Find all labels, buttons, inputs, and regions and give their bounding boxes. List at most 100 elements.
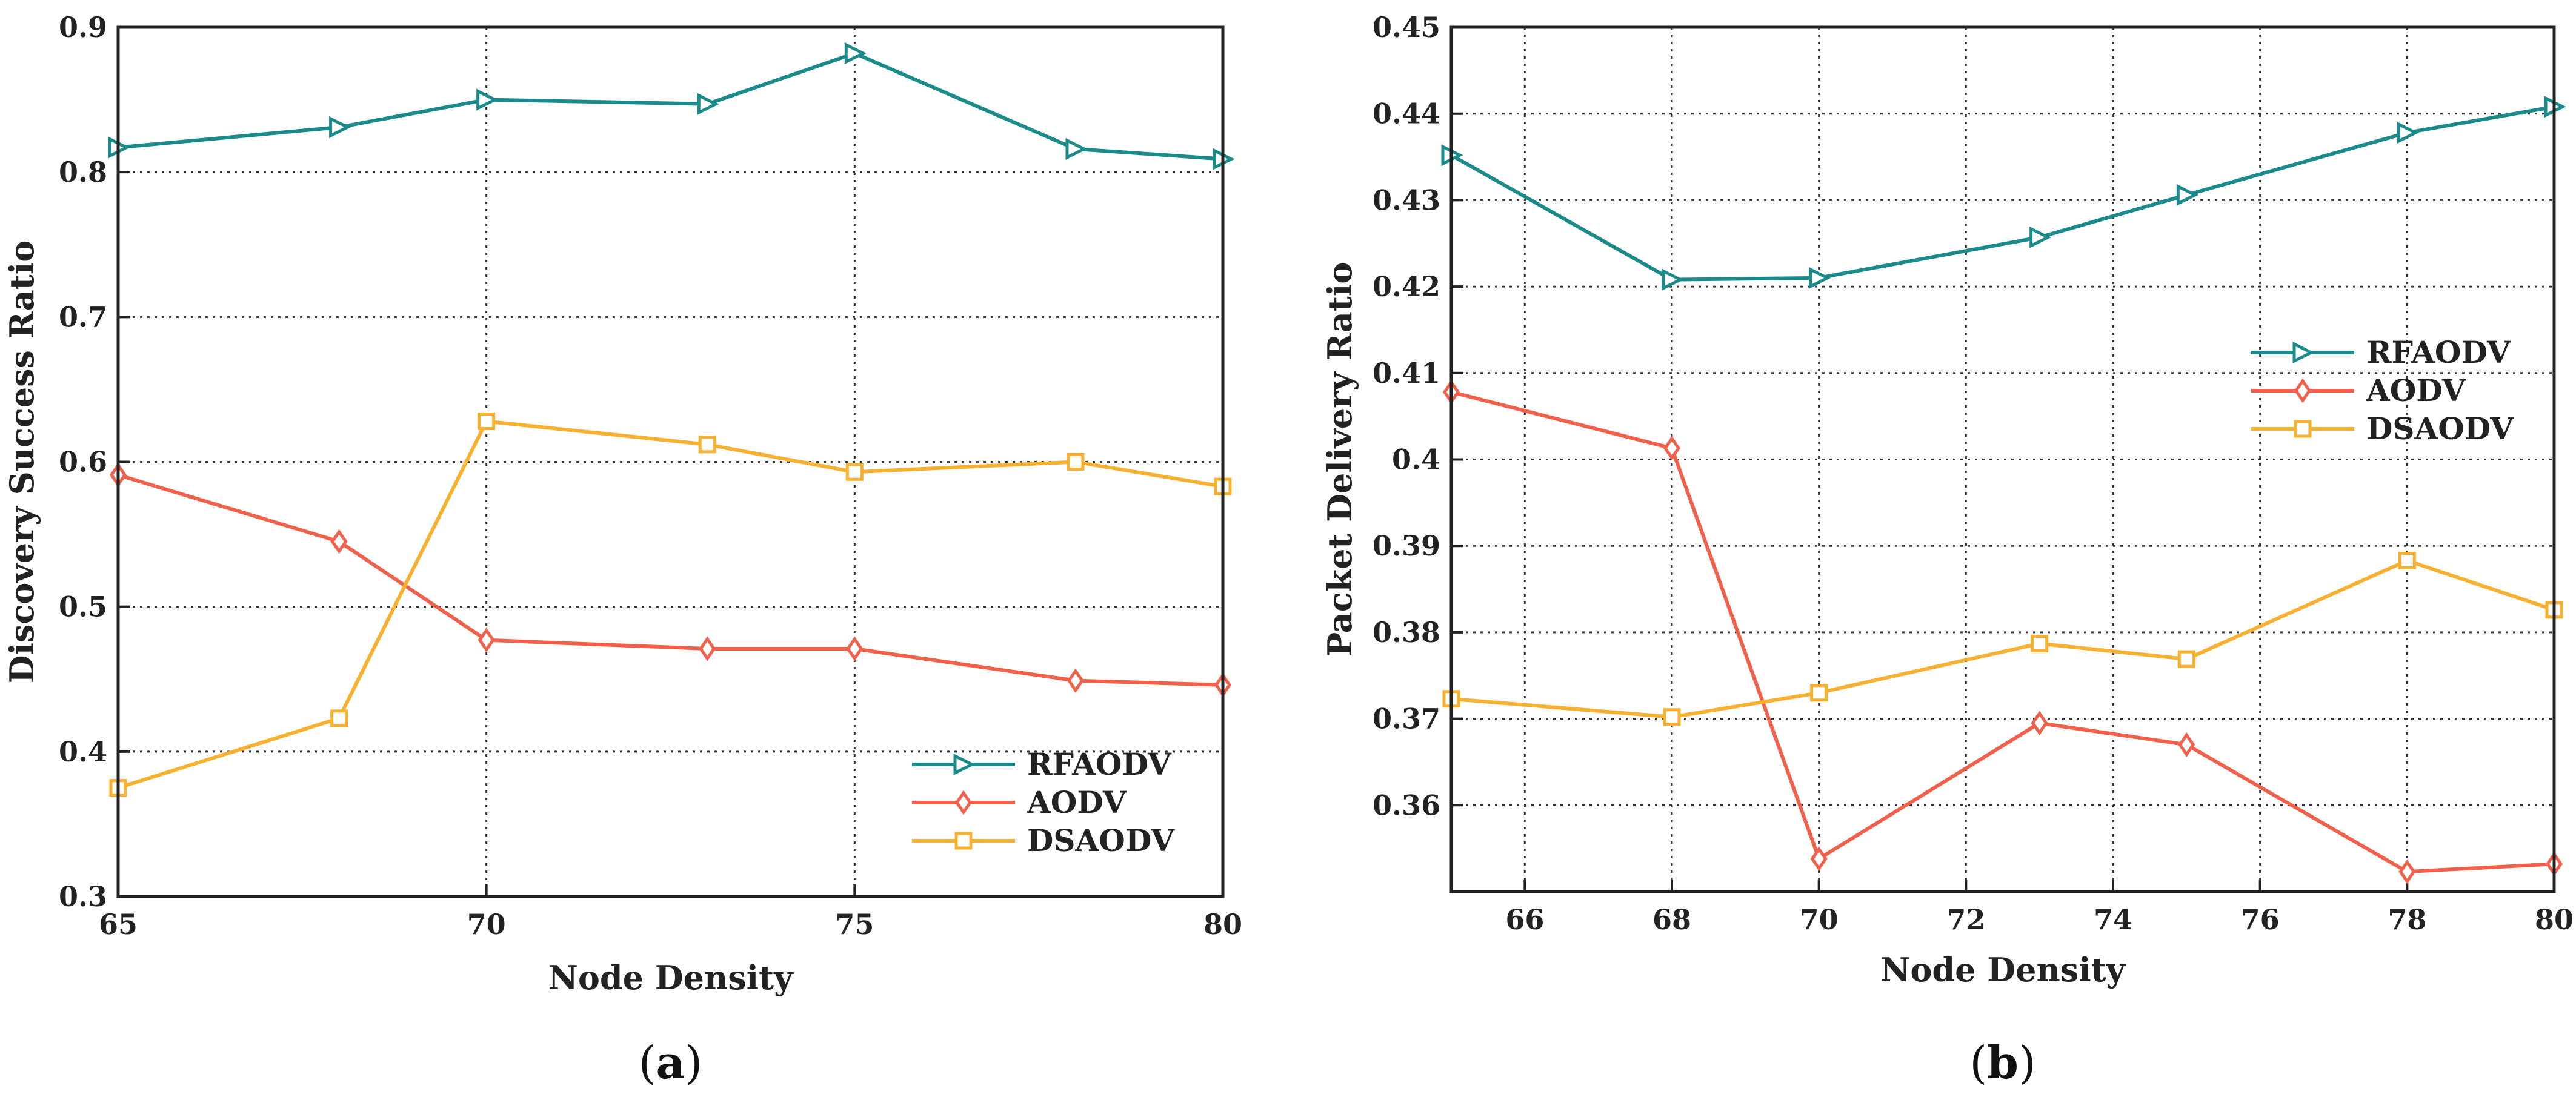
x-tick-label: 72 bbox=[1946, 903, 1985, 936]
data-point-aodv bbox=[1810, 846, 1828, 872]
legend-marker-rfaodv bbox=[953, 753, 976, 776]
data-point-rfaodv bbox=[1809, 267, 1831, 289]
x-tick-label: 68 bbox=[1652, 903, 1691, 936]
caption-letter: b bbox=[1987, 1037, 2019, 1089]
data-point-dsaodv bbox=[2177, 650, 2195, 668]
legend-marker-aodv bbox=[954, 790, 973, 815]
y-tick-label: 0.42 bbox=[1373, 270, 1440, 303]
y-tick-label: 0.38 bbox=[1373, 616, 1440, 649]
series-rfaodv bbox=[108, 42, 1235, 170]
chart-panel-a: 65 70 75 800.30.40.50.60.70.80.9RFAODVAODVD… bbox=[2, 11, 1242, 1089]
legend-label-rfaodv: RFAODV bbox=[1027, 746, 1172, 782]
series-dsaodv bbox=[1442, 551, 2563, 726]
legend-label-aodv: AODV bbox=[2366, 373, 2466, 408]
data-point-rfaodv bbox=[329, 116, 351, 139]
data-point-dsaodv bbox=[698, 436, 716, 454]
legend-label-rfaodv: RFAODV bbox=[2366, 334, 2511, 370]
data-point-aodv bbox=[846, 636, 864, 661]
x-tick-label: 80 bbox=[1203, 908, 1242, 941]
grid-lines bbox=[1451, 26, 2555, 892]
caption-close: ) bbox=[685, 1037, 702, 1089]
x-axis-label: Node Density bbox=[548, 958, 794, 997]
y-tick-label: 0.3 bbox=[59, 880, 107, 913]
data-point-aodv bbox=[1663, 436, 1681, 461]
y-tick-label: 0.4 bbox=[1392, 443, 1440, 476]
y-tick-label: 0.37 bbox=[1373, 703, 1440, 735]
x-axis-label: Node Density bbox=[1880, 950, 2126, 989]
x-tick-label: 70 bbox=[467, 908, 506, 941]
series-line-rfaodv bbox=[1450, 105, 2555, 282]
data-point-aodv bbox=[699, 636, 716, 661]
x-tick-label: 78 bbox=[2388, 903, 2426, 936]
caption-letter: a bbox=[656, 1037, 685, 1089]
series-line-aodv bbox=[118, 473, 1223, 687]
y-tick-label: 0.36 bbox=[1373, 789, 1440, 821]
data-point-aodv bbox=[478, 628, 495, 653]
data-point-dsaodv bbox=[1067, 453, 1085, 471]
y-tick-label: 0.45 bbox=[1373, 11, 1440, 44]
legend-label-dsaodv: DSAODV bbox=[1027, 823, 1175, 858]
legend-marker-dsaodv bbox=[954, 832, 973, 850]
plot-frame bbox=[1449, 25, 2556, 893]
data-point-dsaodv bbox=[1663, 708, 1681, 726]
series-line-aodv bbox=[1451, 390, 2555, 874]
x-tick-label: 75 bbox=[835, 908, 874, 941]
y-tick-label: 0.41 bbox=[1373, 357, 1440, 389]
x-tick-label: 66 bbox=[1505, 903, 1544, 936]
data-point-aodv bbox=[1067, 668, 1084, 694]
x-tick-label: 76 bbox=[2241, 903, 2280, 936]
y-tick-label: 0.6 bbox=[59, 446, 107, 479]
legend-marker-dsaodv bbox=[2294, 420, 2312, 438]
series-line-dsaodv bbox=[1451, 558, 2555, 719]
y-tick-label: 0.44 bbox=[1373, 98, 1440, 130]
legend-label-aodv: AODV bbox=[1027, 784, 1127, 820]
data-point-rfaodv bbox=[1065, 138, 1088, 160]
series-aodv bbox=[109, 462, 1232, 698]
y-axis-label: Packet Delivery Ratio bbox=[1320, 262, 1359, 657]
x-tick-label: 65 bbox=[99, 908, 138, 941]
y-tick-label: 0.4 bbox=[59, 735, 107, 768]
data-point-dsaodv bbox=[2031, 634, 2049, 652]
panel-caption: (a) bbox=[639, 1037, 703, 1089]
data-point-rfaodv bbox=[2397, 122, 2419, 144]
data-point-rfaodv bbox=[697, 93, 719, 115]
data-point-dsaodv bbox=[330, 709, 348, 727]
data-point-rfaodv bbox=[1662, 268, 1684, 291]
x-tick-label: 74 bbox=[2094, 903, 2132, 936]
x-tick-label: 70 bbox=[1800, 903, 1839, 936]
data-point-rfaodv bbox=[2176, 184, 2198, 206]
panel-caption: (b) bbox=[1969, 1037, 2036, 1089]
data-point-dsaodv bbox=[478, 413, 496, 431]
series-dsaodv bbox=[109, 413, 1232, 797]
series-line-rfaodv bbox=[118, 51, 1223, 161]
data-point-aodv bbox=[2031, 711, 2048, 736]
data-point-rfaodv bbox=[2029, 226, 2052, 248]
y-tick-label: 0.7 bbox=[59, 300, 107, 333]
plot-frame bbox=[116, 25, 1225, 898]
data-point-dsaodv bbox=[845, 463, 864, 481]
series-rfaodv bbox=[1441, 96, 2566, 291]
caption-open: ( bbox=[639, 1037, 656, 1089]
data-point-dsaodv bbox=[1810, 684, 1828, 702]
y-tick-label: 0.43 bbox=[1373, 184, 1440, 216]
series-line-dsaodv bbox=[118, 419, 1223, 790]
data-point-dsaodv bbox=[2398, 551, 2416, 569]
legend-marker-rfaodv bbox=[2292, 341, 2315, 364]
chart-panel-b: 66 68 70 72 74 76 78 80 0.36 0.37 0.38 0.39 0.4 0.41 0… bbox=[1320, 11, 2574, 1089]
y-tick-label: 0.5 bbox=[59, 591, 107, 623]
caption-open: ( bbox=[1969, 1037, 1987, 1089]
legend-label-dsaodv: DSAODV bbox=[2366, 411, 2514, 446]
legend-marker-aodv bbox=[2294, 378, 2312, 403]
data-point-aodv bbox=[2398, 859, 2416, 884]
data-point-aodv bbox=[330, 529, 348, 554]
y-tick-label: 0.8 bbox=[59, 156, 107, 188]
y-axis-label: Discovery Success Ratio bbox=[2, 240, 41, 684]
data-point-aodv bbox=[2178, 732, 2195, 757]
x-tick-label: 80 bbox=[2535, 903, 2574, 936]
data-point-rfaodv bbox=[844, 42, 867, 65]
caption-close: ) bbox=[2019, 1037, 2036, 1089]
data-point-rfaodv bbox=[476, 88, 499, 111]
